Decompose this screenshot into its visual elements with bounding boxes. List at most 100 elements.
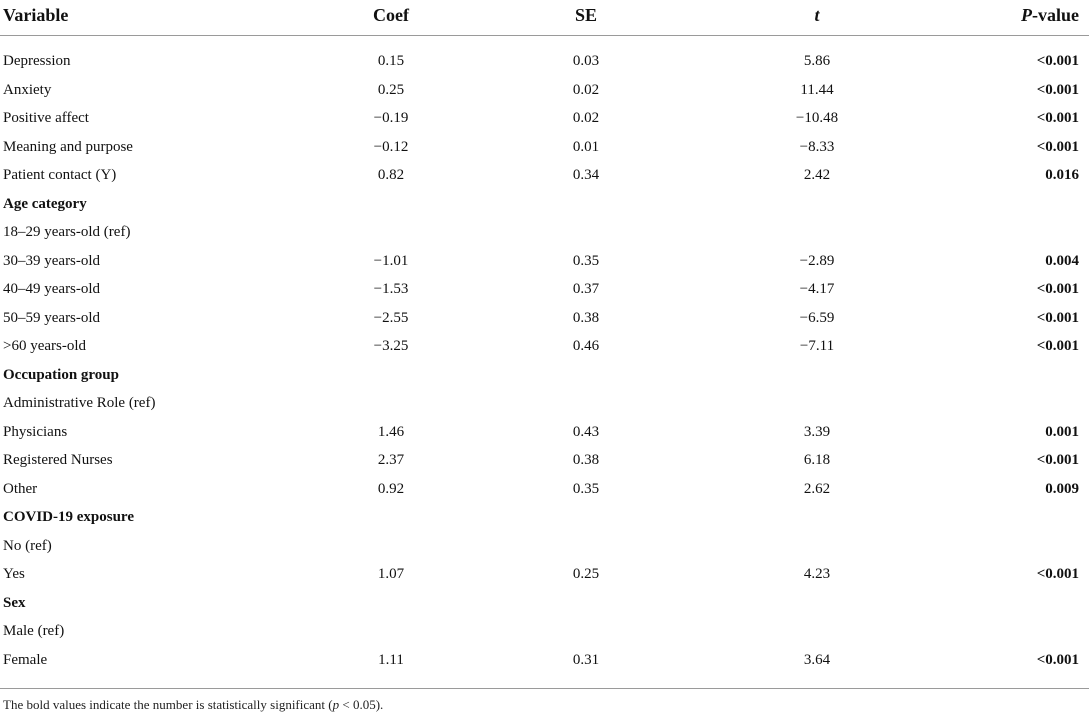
cell-se: 0.43 — [572, 423, 600, 440]
table-row: >60 years-old −3.25 0.46 −7.11 <0.001 — [0, 333, 1089, 362]
cell-coef: −2.55 — [373, 309, 409, 326]
table-row: Anxiety 0.25 0.02 11.44 <0.001 — [0, 77, 1089, 106]
cell-t: 3.64 — [803, 651, 831, 668]
cell-p-value: <0.001 — [1036, 566, 1079, 582]
cell-t: −10.48 — [795, 110, 839, 126]
table-row: No (ref) — [0, 533, 1089, 562]
cell-p-value: <0.001 — [1036, 452, 1079, 468]
table-row: 50–59 years-old −2.55 0.38 −6.59 <0.001 — [0, 305, 1089, 334]
cell-coef: −0.12 — [373, 138, 409, 155]
header-variable: Variable — [3, 5, 69, 25]
cell-variable: Patient contact (Y) — [3, 167, 117, 183]
cell-t: −6.59 — [799, 309, 835, 326]
cell-coef: −0.19 — [373, 110, 409, 126]
cell-variable: 30–39 years-old — [3, 252, 101, 269]
cell-coef: 2.37 — [377, 452, 405, 468]
cell-se: 0.01 — [572, 138, 600, 155]
cell-t: −2.89 — [799, 252, 835, 269]
cell-se: 0.31 — [572, 651, 600, 668]
table-row: Depression 0.15 0.03 5.86 <0.001 — [0, 48, 1089, 77]
cell-variable: Female — [3, 651, 48, 668]
cell-variable: Registered Nurses — [3, 452, 113, 468]
table-section-header: Age category — [0, 191, 1089, 220]
cell-t: 11.44 — [800, 81, 834, 98]
cell-t: −4.17 — [799, 281, 835, 297]
cell-p-value: <0.001 — [1036, 110, 1079, 126]
cell-se: 0.02 — [572, 110, 600, 126]
cell-p-value: 0.016 — [1045, 167, 1079, 183]
cell-p-value: <0.001 — [1036, 309, 1079, 326]
table-bottom-rule — [0, 688, 1089, 689]
cell-variable: 40–49 years-old — [3, 281, 101, 297]
table-body: Depression 0.15 0.03 5.86 <0.001 Anxiety 0.25 0… — [0, 48, 1089, 675]
cell-se: 0.02 — [572, 81, 600, 98]
cell-p-value: 0.009 — [1045, 480, 1079, 497]
cell-p-value: 0.001 — [1045, 423, 1079, 440]
cell-coef: −1.01 — [373, 252, 409, 269]
cell-t: 5.86 — [803, 53, 831, 69]
cell-variable: Anxiety — [3, 81, 52, 98]
cell-p-value: <0.001 — [1036, 651, 1079, 668]
cell-p-value: <0.001 — [1036, 281, 1079, 297]
table-row: 30–39 years-old −1.01 0.35 −2.89 0.004 — [0, 248, 1089, 277]
cell-variable: >60 years-old — [3, 338, 87, 354]
cell-variable: Meaning and purpose — [3, 138, 133, 155]
cell-t: 3.39 — [803, 423, 831, 440]
cell-coef: 0.92 — [377, 480, 405, 497]
cell-variable: Positive affect — [3, 110, 89, 126]
cell-coef: 0.82 — [377, 167, 405, 183]
cell-se: 0.03 — [572, 53, 600, 69]
table-row: Yes 1.07 0.25 4.23 <0.001 — [0, 561, 1089, 590]
table-row: Meaning and purpose −0.12 0.01 −8.33 <0.001 — [0, 134, 1089, 163]
header-se: SE — [574, 5, 598, 25]
table-row: Administrative Role (ref) — [0, 390, 1089, 419]
cell-variable: 18–29 years-old (ref) — [3, 224, 131, 240]
cell-variable: Age category — [3, 195, 87, 212]
cell-coef: 1.07 — [377, 566, 405, 582]
cell-se: 0.37 — [572, 281, 600, 297]
cell-variable: No (ref) — [3, 537, 52, 554]
table-row: Other 0.92 0.35 2.62 0.009 — [0, 476, 1089, 505]
header-p-suffix: -value — [1032, 5, 1079, 25]
cell-se: 0.35 — [572, 480, 600, 497]
table-section-header: Occupation group — [0, 362, 1089, 391]
cell-variable: Depression — [3, 53, 71, 69]
cell-t: −7.11 — [799, 338, 835, 354]
cell-t: 2.62 — [803, 480, 831, 497]
cell-t: −8.33 — [799, 138, 835, 155]
cell-variable: 50–59 years-old — [3, 309, 101, 326]
cell-se: 0.35 — [572, 252, 600, 269]
cell-se: 0.34 — [572, 167, 600, 183]
table-row: Male (ref) — [0, 618, 1089, 647]
header-coef: Coef — [373, 5, 409, 25]
cell-se: 0.38 — [572, 309, 600, 326]
cell-p-value: <0.001 — [1036, 53, 1079, 69]
table-row: Registered Nurses 2.37 0.38 6.18 <0.001 — [0, 447, 1089, 476]
cell-variable: Administrative Role (ref) — [3, 395, 156, 411]
table-section-header: Sex — [0, 590, 1089, 619]
cell-t: 6.18 — [803, 452, 831, 468]
footnote-condition: < 0.05). — [339, 697, 384, 712]
table-header-row: Variable Coef SE t P-value — [0, 0, 1089, 35]
cell-coef: −1.53 — [373, 281, 409, 297]
table-row: 18–29 years-old (ref) — [0, 219, 1089, 248]
table-footnote: The bold values indicate the number is s… — [3, 696, 383, 714]
cell-variable: COVID-19 exposure — [3, 509, 134, 525]
header-p-italic: P — [1021, 5, 1032, 25]
table-row: Positive affect −0.19 0.02 −10.48 <0.001 — [0, 105, 1089, 134]
cell-p-value: <0.001 — [1036, 338, 1079, 354]
cell-coef: 1.11 — [378, 651, 404, 668]
table-row: Patient contact (Y) 0.82 0.34 2.42 0.016 — [0, 162, 1089, 191]
cell-p-value: <0.001 — [1036, 138, 1079, 155]
footnote-prefix: The bold values indicate the number is s… — [3, 697, 333, 712]
header-p-value: P-value — [1021, 4, 1079, 26]
table-section-header: COVID-19 exposure — [0, 504, 1089, 533]
cell-variable: Male (ref) — [3, 623, 65, 639]
header-rule — [0, 35, 1089, 36]
cell-t: 4.23 — [803, 566, 831, 582]
cell-variable: Other — [3, 480, 38, 497]
cell-p-value: 0.004 — [1045, 252, 1079, 269]
cell-se: 0.25 — [572, 566, 600, 582]
header-t: t — [814, 5, 820, 25]
